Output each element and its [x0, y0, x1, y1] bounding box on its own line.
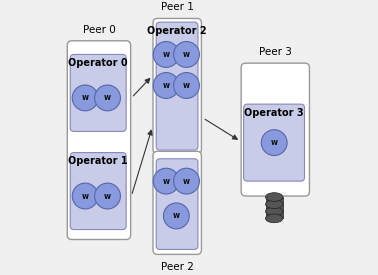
Text: w: w [173, 211, 180, 220]
Ellipse shape [261, 130, 287, 156]
Text: w: w [183, 81, 190, 90]
Ellipse shape [163, 203, 189, 229]
FancyBboxPatch shape [153, 151, 201, 254]
Ellipse shape [265, 214, 283, 223]
Text: Peer 3: Peer 3 [259, 47, 292, 57]
Ellipse shape [174, 168, 200, 194]
Ellipse shape [72, 183, 98, 209]
FancyBboxPatch shape [153, 18, 201, 154]
Ellipse shape [265, 200, 283, 208]
Text: w: w [163, 50, 170, 59]
FancyBboxPatch shape [241, 63, 310, 196]
Text: w: w [183, 50, 190, 59]
Text: w: w [163, 177, 170, 186]
FancyBboxPatch shape [67, 41, 131, 240]
Ellipse shape [174, 42, 200, 67]
Ellipse shape [153, 168, 179, 194]
FancyBboxPatch shape [156, 159, 198, 249]
FancyBboxPatch shape [70, 153, 126, 230]
Ellipse shape [174, 73, 200, 98]
Text: Peer 2: Peer 2 [161, 262, 194, 272]
Text: Peer 1: Peer 1 [161, 2, 194, 12]
Text: w: w [82, 94, 89, 102]
Ellipse shape [153, 42, 179, 67]
Bar [265, 197, 283, 204]
FancyBboxPatch shape [244, 104, 305, 181]
Text: Operator 2: Operator 2 [147, 26, 207, 36]
Text: Operator 1: Operator 1 [68, 156, 128, 166]
Text: w: w [271, 138, 278, 147]
Ellipse shape [265, 207, 283, 216]
Text: w: w [104, 94, 111, 102]
Text: Peer 0: Peer 0 [82, 24, 115, 35]
Text: Operator 3: Operator 3 [244, 108, 304, 118]
Text: w: w [183, 177, 190, 186]
Ellipse shape [94, 183, 121, 209]
Ellipse shape [94, 85, 121, 111]
Ellipse shape [265, 193, 283, 201]
Text: Operator 0: Operator 0 [68, 58, 128, 68]
Bar [265, 211, 283, 218]
Ellipse shape [72, 85, 98, 111]
FancyBboxPatch shape [70, 54, 126, 131]
Text: w: w [104, 191, 111, 200]
Ellipse shape [153, 73, 179, 98]
Bar [265, 204, 283, 211]
FancyBboxPatch shape [156, 22, 198, 150]
Text: w: w [82, 191, 89, 200]
Text: w: w [163, 81, 170, 90]
